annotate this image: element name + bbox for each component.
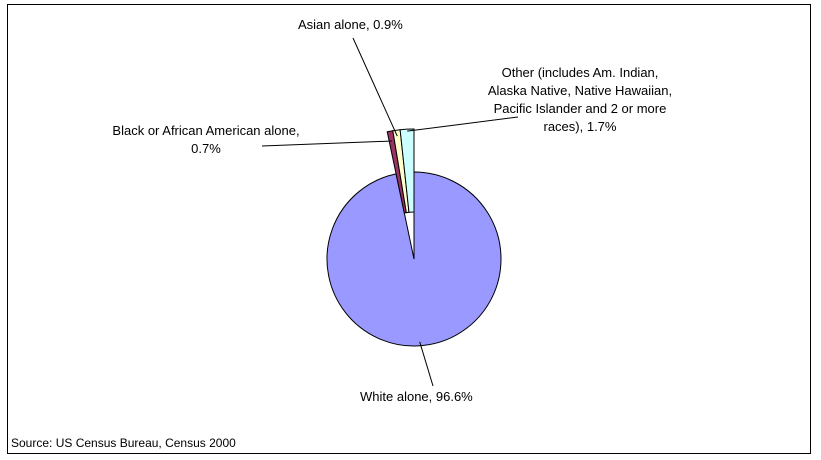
pie-slices <box>326 128 502 347</box>
leader-line-white <box>419 341 434 387</box>
slice-label-asian: Asian alone, 0.9% <box>298 17 403 32</box>
leader-line-black <box>261 140 392 147</box>
chart-frame <box>7 4 811 454</box>
pie-slice-other <box>399 128 415 213</box>
leader-line-other <box>407 116 519 132</box>
source-note: Source: US Census Bureau, Census 2000 <box>11 436 236 450</box>
slice-label-black: Black or African American alone, 0.7% <box>112 123 300 156</box>
slice-label-white: White alone, 96.6% <box>360 389 473 404</box>
pie-slice-white <box>326 171 502 347</box>
leader-line-asian <box>352 37 398 137</box>
slice-label-other: Other (includes Am. Indian, Alaska Nativ… <box>487 65 673 134</box>
leader-lines <box>261 37 519 387</box>
